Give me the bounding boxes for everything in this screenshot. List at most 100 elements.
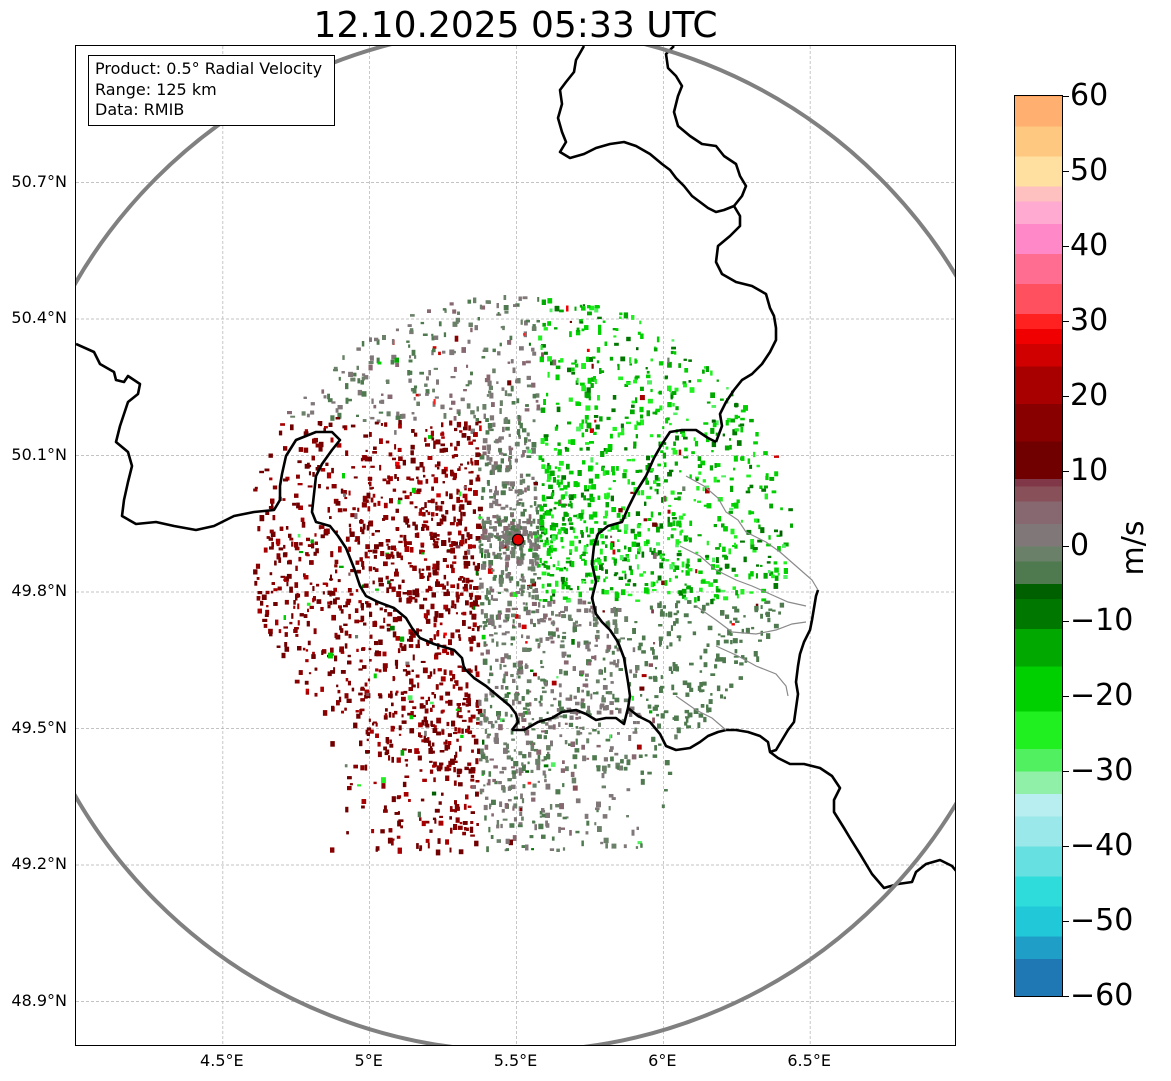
echo-gate: [614, 560, 617, 566]
echo-gate: [624, 416, 629, 419]
echo-gate: [433, 477, 439, 484]
echo-gate: [336, 684, 339, 688]
echo-gate: [447, 531, 451, 536]
radar-map[interactable]: [75, 45, 956, 1046]
echo-gate: [729, 620, 732, 624]
echo-gate: [526, 455, 532, 458]
echo-gate: [522, 712, 525, 717]
echo-gate: [674, 351, 677, 355]
echo-gate: [716, 569, 721, 575]
echo-gate: [484, 755, 489, 760]
echo-gate: [528, 342, 531, 346]
echo-gate: [327, 507, 330, 513]
echo-gate: [733, 617, 738, 621]
echo-gate: [710, 370, 713, 376]
echo-gate: [583, 495, 586, 501]
echo-gate: [450, 649, 454, 655]
echo-gate: [489, 457, 493, 462]
echo-gate: [412, 597, 416, 600]
echo-gate: [270, 531, 276, 537]
echo-gate: [649, 468, 654, 472]
echo-gate: [448, 744, 451, 750]
echo-gate: [427, 737, 430, 743]
echo-gate: [489, 526, 494, 529]
echo-gate: [366, 738, 369, 742]
echo-gate: [713, 476, 717, 483]
echo-gate: [554, 327, 558, 330]
echo-gate: [535, 609, 540, 614]
echo-gate: [463, 588, 469, 592]
echo-gate: [367, 678, 371, 682]
echo-gate: [614, 597, 619, 602]
echo-gate: [581, 840, 584, 847]
echo-gate: [285, 526, 289, 530]
echo-gate: [658, 390, 662, 395]
echo-gate: [505, 504, 509, 508]
echo-gate: [470, 428, 475, 434]
echo-gate: [449, 407, 453, 410]
echo-gate: [517, 378, 521, 384]
echo-gate: [560, 768, 565, 773]
echo-gate: [734, 428, 739, 432]
echo-gate: [564, 722, 568, 725]
echo-gate: [286, 573, 292, 579]
echo-gate: [427, 575, 430, 581]
echo-gate: [480, 713, 484, 717]
echo-gate: [609, 701, 614, 705]
echo-gate: [489, 392, 494, 399]
echo-gate: [596, 360, 600, 364]
echo-gate: [423, 597, 428, 601]
echo-gate: [558, 700, 562, 707]
echo-gate: [682, 486, 686, 491]
echo-gate: [290, 415, 296, 418]
echo-gate: [523, 333, 526, 336]
echo-gate: [344, 764, 348, 768]
echo-gate: [350, 424, 356, 428]
echo-gate: [624, 573, 627, 580]
echo-gate: [475, 570, 479, 576]
echo-gate: [331, 614, 336, 621]
echo-gate: [430, 498, 435, 504]
echo-gate: [294, 679, 300, 684]
echo-gate: [304, 591, 309, 597]
echo-gate: [391, 516, 395, 521]
echo-gate: [450, 605, 454, 609]
echo-gate: [755, 518, 760, 523]
echo-gate: [524, 665, 529, 669]
echo-gate: [528, 514, 532, 519]
echo-gate: [382, 478, 387, 482]
echo-gate: [439, 682, 444, 686]
echo-gate: [476, 717, 480, 721]
echo-gate: [394, 444, 397, 450]
echo-gate: [575, 716, 579, 720]
echo-gate: [650, 388, 653, 393]
echo-gate: [485, 649, 490, 655]
echo-gate: [419, 573, 424, 579]
echo-gate: [558, 722, 561, 727]
echo-gate: [388, 583, 392, 589]
echo-gate: [555, 804, 560, 808]
echo-gate: [488, 771, 492, 777]
echo-gate: [578, 716, 582, 720]
echo-gate: [730, 528, 735, 535]
echo-gate: [414, 593, 420, 598]
echo-gate: [490, 835, 494, 839]
echo-gate: [520, 454, 524, 458]
echo-gate: [702, 487, 705, 492]
echo-gate: [471, 769, 476, 774]
echo-gate: [569, 549, 573, 553]
echo-gate: [357, 540, 361, 545]
echo-gate: [523, 530, 528, 535]
echo-gate: [539, 810, 543, 815]
echo-gate: [596, 710, 602, 715]
echo-gate: [426, 609, 430, 616]
echo-gate: [480, 495, 484, 500]
echo-gate: [526, 375, 531, 380]
echo-gate: [650, 511, 654, 518]
echo-gate: [612, 395, 617, 400]
echo-gate: [702, 681, 707, 686]
echo-gate: [697, 379, 702, 383]
echo-gate: [499, 541, 504, 547]
echo-gate: [363, 434, 369, 438]
echo-gate: [630, 491, 636, 494]
